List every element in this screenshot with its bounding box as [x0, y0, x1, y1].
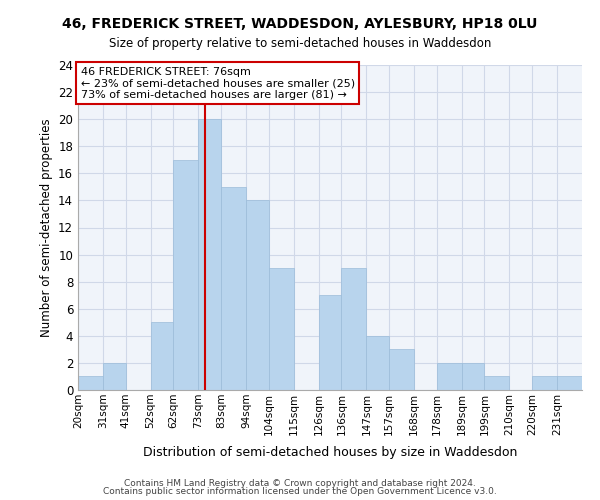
- Bar: [103, 363, 125, 390]
- Bar: [151, 322, 173, 390]
- Bar: [269, 268, 293, 390]
- Bar: [532, 376, 557, 390]
- Bar: [199, 119, 221, 390]
- Text: Contains HM Land Registry data © Crown copyright and database right 2024.: Contains HM Land Registry data © Crown c…: [124, 478, 476, 488]
- Bar: [557, 376, 582, 390]
- Bar: [78, 376, 103, 390]
- Text: Size of property relative to semi-detached houses in Waddesdon: Size of property relative to semi-detach…: [109, 38, 491, 51]
- Bar: [221, 187, 246, 390]
- X-axis label: Distribution of semi-detached houses by size in Waddesdon: Distribution of semi-detached houses by …: [143, 446, 517, 459]
- Bar: [173, 160, 199, 390]
- Bar: [461, 363, 484, 390]
- Bar: [246, 200, 269, 390]
- Bar: [319, 295, 341, 390]
- Bar: [484, 376, 509, 390]
- Bar: [389, 350, 414, 390]
- Y-axis label: Number of semi-detached properties: Number of semi-detached properties: [40, 118, 53, 337]
- Text: 46 FREDERICK STREET: 76sqm
← 23% of semi-detached houses are smaller (25)
73% of: 46 FREDERICK STREET: 76sqm ← 23% of semi…: [80, 66, 355, 100]
- Bar: [341, 268, 367, 390]
- Bar: [367, 336, 389, 390]
- Text: Contains public sector information licensed under the Open Government Licence v3: Contains public sector information licen…: [103, 487, 497, 496]
- Bar: [437, 363, 461, 390]
- Text: 46, FREDERICK STREET, WADDESDON, AYLESBURY, HP18 0LU: 46, FREDERICK STREET, WADDESDON, AYLESBU…: [62, 18, 538, 32]
